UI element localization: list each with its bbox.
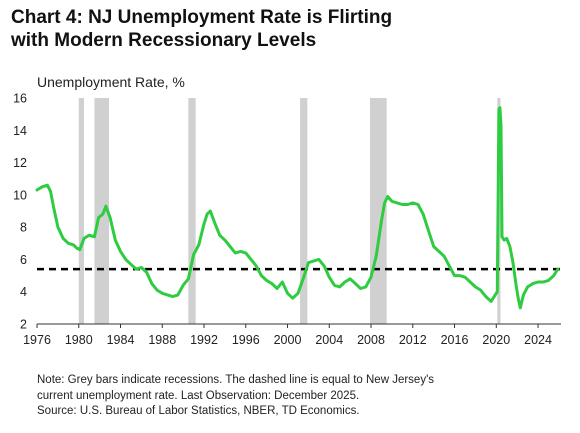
y-tick-label: 4 (20, 285, 27, 299)
series-line (35, 106, 560, 310)
x-tick-label: 2024 (524, 333, 552, 347)
recession-bar (78, 98, 84, 324)
recession-bar (300, 98, 308, 324)
y-tick-label: 6 (20, 253, 27, 267)
y-axis-title: Unemployment Rate, % (37, 74, 185, 90)
chart-title: Chart 4: NJ Unemployment Rate is Flirtin… (11, 7, 393, 51)
x-tick-label: 1984 (107, 333, 135, 347)
note-line: Note: Grey bars indicate recessions. The… (37, 374, 435, 386)
y-tick-label: 16 (13, 92, 27, 106)
x-tick-label: 1988 (148, 333, 176, 347)
source-line: Source: U.S. Bureau of Labor Statistics,… (37, 405, 360, 417)
y-tick-label: 14 (13, 124, 27, 138)
y-tick-label: 8 (20, 221, 27, 235)
x-tick-label: 2020 (482, 333, 510, 347)
recession-bar (188, 98, 196, 324)
note-line: current unemployment rate. Last Observat… (37, 389, 360, 402)
x-tick-label: 1980 (65, 333, 93, 347)
x-tick-label: 1996 (232, 333, 260, 347)
y-tick-label: 10 (13, 188, 27, 202)
x-tick-label: 2004 (315, 333, 343, 347)
x-tick-label: 1992 (190, 333, 218, 347)
x-tick-label: 1976 (23, 333, 51, 347)
series-layer (35, 106, 560, 310)
y-tick-label: 2 (20, 318, 27, 332)
x-tick-label: 2012 (399, 333, 427, 347)
x-tick-label: 2016 (441, 333, 469, 347)
recession-bar (94, 98, 110, 324)
chart-notes: Note: Grey bars indicate recessions. The… (37, 373, 567, 420)
x-tick-label: 2000 (274, 333, 302, 347)
y-tick-label: 12 (13, 156, 27, 170)
recession-bars (78, 98, 501, 324)
chart-axes: 1976 1980 1984 1988 1992 1996 2000 2004 2008 2012… (13, 92, 561, 347)
x-tick-label: 2008 (357, 333, 385, 347)
